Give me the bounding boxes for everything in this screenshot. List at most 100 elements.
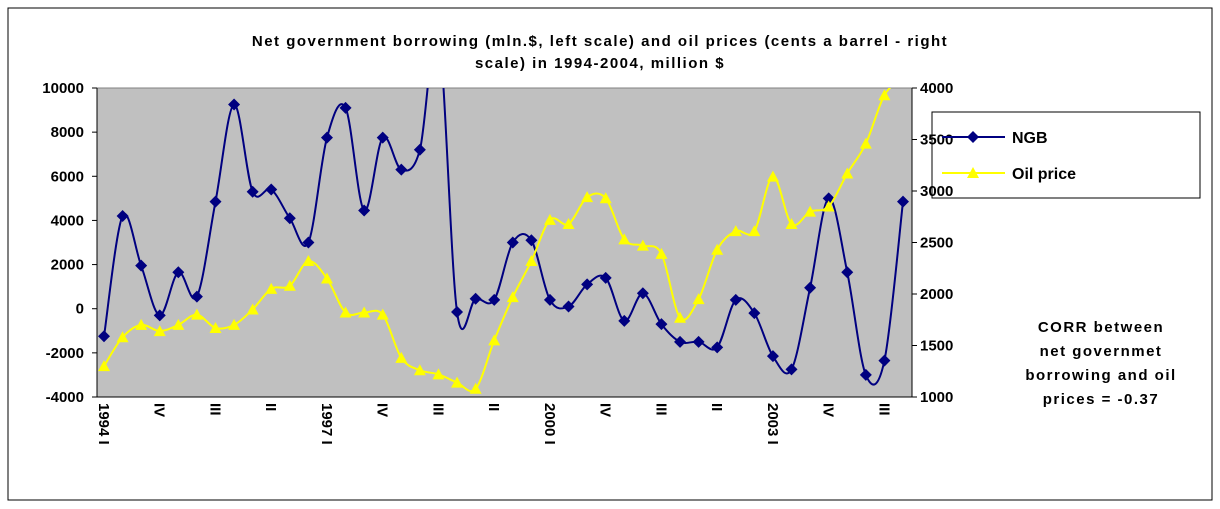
point xyxy=(190,308,203,320)
point xyxy=(153,325,166,337)
point xyxy=(116,331,129,343)
y2-tick-label: 3500 xyxy=(920,132,953,149)
y-tick-label: 10000 xyxy=(42,80,84,97)
point xyxy=(190,290,203,303)
point xyxy=(172,266,185,279)
y2-tick-label: 1500 xyxy=(920,338,953,355)
point xyxy=(967,131,979,143)
point xyxy=(785,217,798,229)
point xyxy=(469,382,482,394)
point xyxy=(729,225,742,237)
y-tick-label: 4000 xyxy=(51,212,84,229)
point xyxy=(897,195,909,208)
annotation: borrowing and oil xyxy=(1025,367,1176,384)
x-tick-label: IV xyxy=(820,403,837,417)
point xyxy=(283,279,296,291)
y2-tick-label: 3000 xyxy=(920,183,953,200)
point xyxy=(766,350,779,363)
point xyxy=(841,167,854,179)
point xyxy=(655,318,668,331)
point xyxy=(228,318,241,330)
point xyxy=(376,308,389,320)
x-tick-label: III xyxy=(875,403,892,416)
point xyxy=(451,376,464,388)
point xyxy=(395,351,408,363)
legend-box xyxy=(931,111,1201,199)
point xyxy=(859,137,872,149)
point xyxy=(562,300,575,313)
point xyxy=(562,217,575,229)
point xyxy=(135,259,148,272)
point xyxy=(395,163,408,176)
point xyxy=(246,303,259,315)
point xyxy=(581,278,594,291)
point xyxy=(674,335,687,348)
x-tick-label: 1997 I xyxy=(318,403,335,445)
point xyxy=(525,234,538,247)
point xyxy=(804,281,817,294)
point xyxy=(618,233,631,245)
point xyxy=(692,293,705,305)
plot-area xyxy=(96,87,913,398)
point xyxy=(674,311,687,323)
x-tick-label: IV xyxy=(151,403,168,417)
point xyxy=(766,170,779,182)
y-tick-label: 2000 xyxy=(51,257,84,274)
point xyxy=(209,321,222,333)
point xyxy=(265,282,278,294)
point xyxy=(506,291,519,303)
plot-clip xyxy=(98,88,909,394)
point xyxy=(116,210,129,223)
point xyxy=(302,236,315,249)
y-tick-label: -2000 xyxy=(46,345,84,362)
point xyxy=(98,360,110,372)
point xyxy=(135,318,148,330)
point xyxy=(228,98,241,111)
point xyxy=(748,307,761,320)
point xyxy=(376,131,389,144)
x-tick-label: IV xyxy=(374,403,391,417)
point xyxy=(636,239,649,251)
point xyxy=(358,306,371,318)
point xyxy=(729,293,742,306)
point xyxy=(859,368,872,381)
point xyxy=(98,330,110,343)
point xyxy=(246,185,259,198)
point xyxy=(488,293,501,306)
point xyxy=(878,89,891,101)
x-tick-label: 1994 I xyxy=(95,403,112,445)
x-tick-label: III xyxy=(429,403,446,416)
legend-label: Oil price xyxy=(1012,166,1076,183)
point xyxy=(339,101,352,114)
chart-title: scale) in 1994-2004, million $ xyxy=(475,55,725,72)
point xyxy=(711,341,724,354)
y-tick-label: 8000 xyxy=(51,124,84,141)
point xyxy=(209,195,222,208)
point xyxy=(822,200,835,212)
point xyxy=(711,243,724,255)
annotation: prices = -0.37 xyxy=(1043,391,1159,408)
point xyxy=(618,314,631,327)
point xyxy=(432,368,445,380)
y-tick-label: 6000 xyxy=(51,168,84,185)
point xyxy=(636,287,649,300)
point xyxy=(320,131,333,144)
y2-tick-label: 2000 xyxy=(920,286,953,303)
point xyxy=(543,293,556,306)
point xyxy=(302,255,315,267)
point xyxy=(692,335,705,348)
annotation: CORR between xyxy=(1038,319,1164,336)
point xyxy=(599,192,612,204)
annotation: net governmet xyxy=(1040,343,1163,360)
point xyxy=(506,236,519,249)
point xyxy=(153,309,166,322)
point xyxy=(581,191,594,203)
legend-label: NGB xyxy=(1012,130,1048,147)
point xyxy=(525,255,538,267)
x-tick-label: 2003 I xyxy=(764,403,781,445)
point xyxy=(469,292,482,305)
point xyxy=(488,334,501,346)
point xyxy=(785,363,798,376)
point xyxy=(967,167,979,178)
